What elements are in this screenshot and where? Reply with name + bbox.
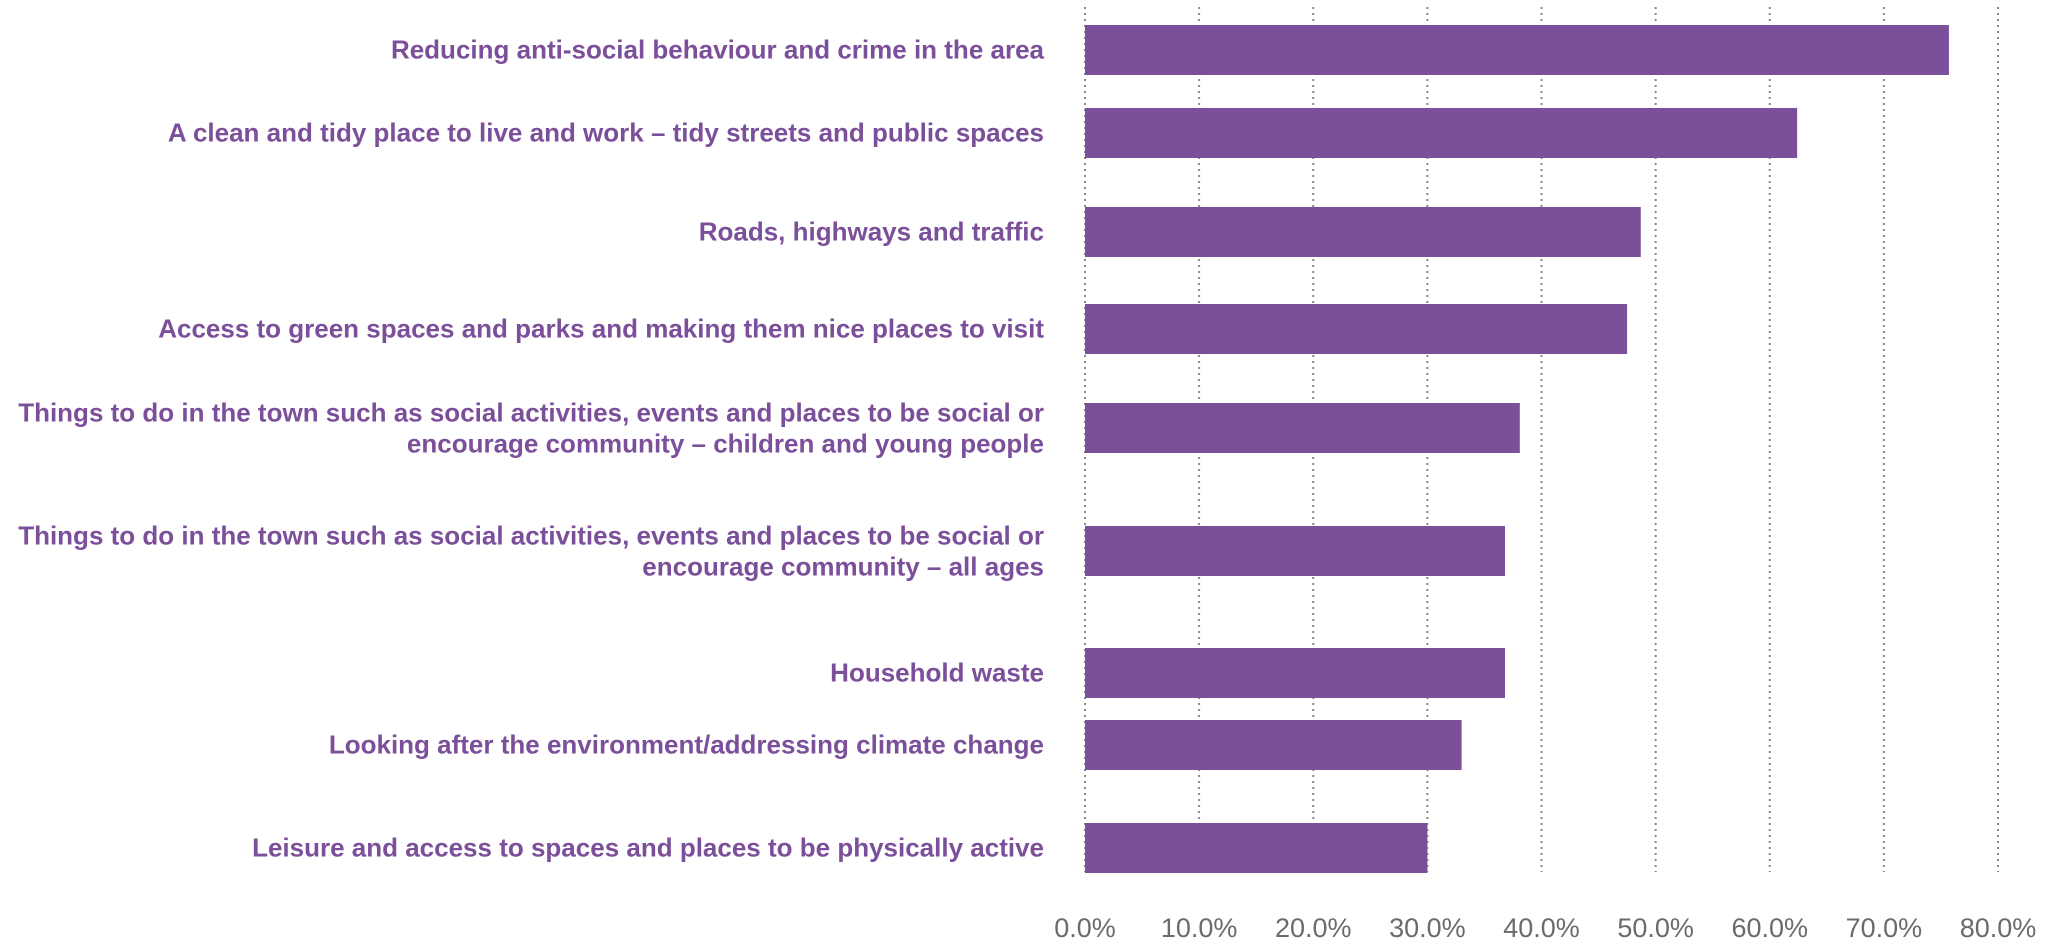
bar (1085, 108, 1798, 158)
category-label: A clean and tidy place to live and work … (167, 117, 1044, 148)
category-label: Things to do in the town such as social … (18, 397, 1044, 458)
x-tick-label: 70.0% (1846, 913, 1923, 943)
bar (1085, 823, 1428, 873)
category-label: Looking after the environment/addressing… (328, 729, 1044, 760)
bar (1085, 207, 1641, 257)
category-label: Access to green spaces and parks and mak… (158, 313, 1044, 344)
bar (1085, 25, 1949, 75)
x-tick-label: 80.0% (1960, 913, 2037, 943)
x-tick-label: 50.0% (1617, 913, 1694, 943)
bar (1085, 526, 1505, 576)
category-label: Reducing anti-social behaviour and crime… (390, 34, 1044, 65)
bar (1085, 304, 1628, 354)
bar (1085, 403, 1520, 453)
x-tick-label: 20.0% (1275, 913, 1352, 943)
bar (1085, 720, 1462, 770)
x-tick-label: 30.0% (1389, 913, 1466, 943)
category-label: Things to do in the town such as social … (18, 520, 1044, 581)
category-label: Leisure and access to spaces and places … (252, 832, 1044, 863)
x-tick-label: 40.0% (1503, 913, 1580, 943)
category-label: Household waste (830, 657, 1044, 688)
x-tick-label: 10.0% (1161, 913, 1238, 943)
x-tick-label: 0.0% (1054, 913, 1116, 943)
bar (1085, 648, 1505, 698)
x-tick-label: 60.0% (1731, 913, 1808, 943)
category-label: Roads, highways and traffic (698, 216, 1044, 247)
